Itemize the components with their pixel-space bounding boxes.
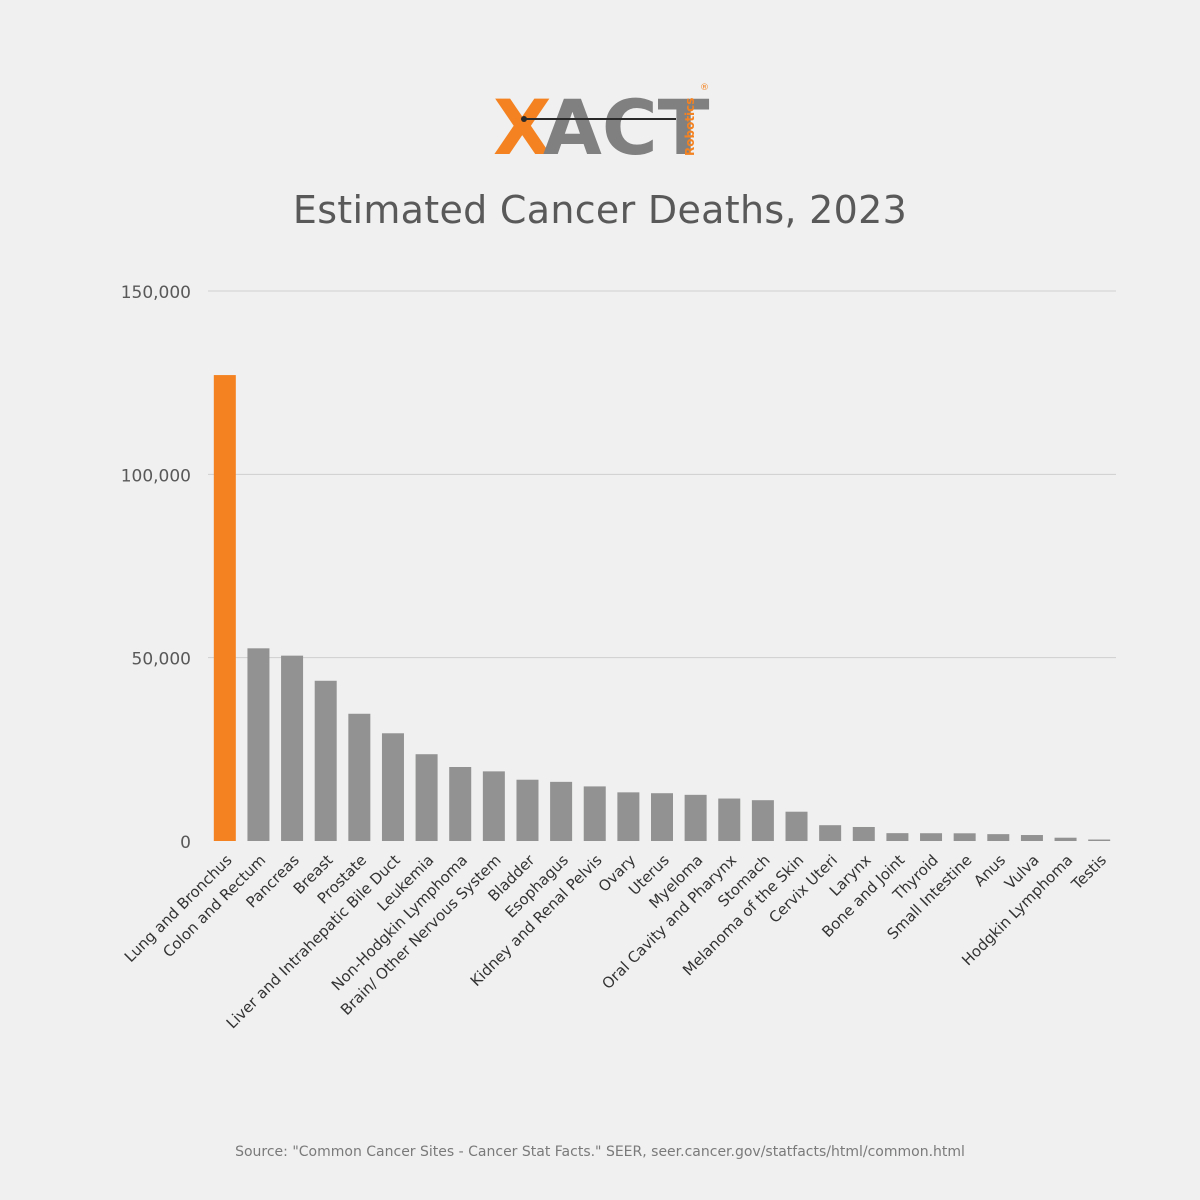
bar [785,811,808,841]
xact-robotics-logo: X ACT Robotics ® [493,83,710,170]
chart-title: Estimated Cancer Deaths, 2023 [292,188,908,232]
bar [314,680,337,841]
bar [213,375,236,841]
bar [684,794,707,841]
x-tick-label: Testis [1067,851,1110,894]
bar [1054,837,1077,841]
bar [651,793,673,841]
bar [920,833,943,841]
source-citation: Source: "Common Cancer Sites - Cancer St… [235,1144,965,1160]
x-tick-label: Anus [970,851,1009,890]
bar [516,779,539,841]
y-tick-label: 150,000 [121,283,191,303]
y-tick-label: 50,000 [132,650,191,670]
bar [751,800,774,841]
bar [482,771,505,841]
bar [987,834,1010,841]
svg-text:X: X [493,83,552,170]
bar [381,733,404,841]
bar [617,792,640,841]
svg-text:Robotics: Robotics [683,98,697,156]
bar [953,833,976,841]
bar [415,754,438,841]
y-tick-label: 100,000 [121,466,191,486]
bar [819,825,842,841]
bar [1088,839,1111,841]
bar [348,713,371,841]
bar [852,826,875,841]
svg-text:ACT: ACT [543,83,710,170]
bar [281,655,304,841]
bar [1020,835,1043,841]
bar [550,781,573,841]
bar [247,648,270,841]
y-tick-label: 0 [180,833,191,853]
bar [718,798,741,841]
bar [449,767,472,841]
bar [583,786,606,841]
svg-text:®: ® [700,83,709,93]
bar [886,833,909,841]
